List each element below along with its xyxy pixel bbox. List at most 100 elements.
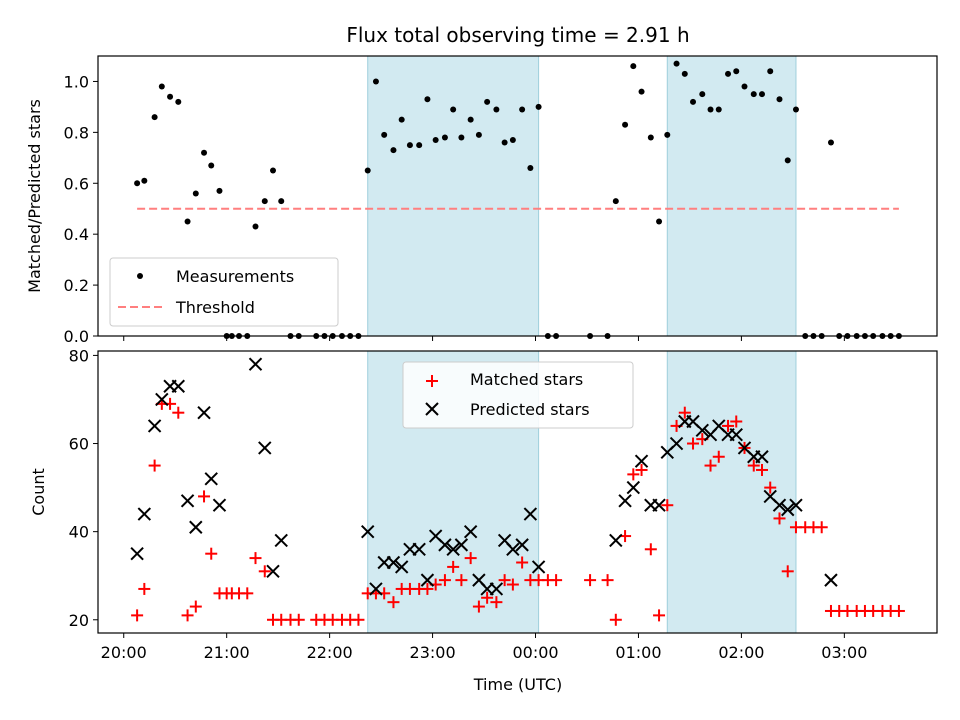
legend-matched-label: Matched stars [470,370,583,389]
predicted-point [523,507,538,521]
matched-point [131,609,144,622]
matched-point [609,613,622,626]
x-tick-label: 21:00 [204,643,250,662]
matched-point [747,459,760,472]
matched-point [455,574,468,587]
matched-point [653,609,666,622]
predicted-point-b [506,542,520,556]
predicted-point-b [515,538,529,552]
predicted-point [781,502,795,517]
matched-point [687,437,700,450]
predicted-point-b [171,379,186,393]
top-panel-frame [97,55,938,337]
measurement-point [484,98,491,105]
predicted-point [609,533,623,548]
matched-point [472,600,485,613]
measurement-point [699,91,706,98]
measurement-point [638,88,645,95]
y-tick-label: 1.0 [64,72,89,91]
predicted-point [386,555,401,570]
measurement-point [424,96,431,103]
predicted-point-b [772,498,787,512]
predicted-point-b [523,507,538,521]
x-tick-label: 00:00 [512,643,558,662]
measurement-point [656,218,663,225]
predicted-point-b [155,392,169,407]
matched-point [387,596,400,609]
predicted-point-b [781,502,795,517]
measurement-point [673,60,680,67]
measurement-point [690,98,697,105]
matched-point [352,613,365,626]
predicted-point [394,560,409,574]
predicted-point [755,450,769,464]
matched-point [773,512,786,525]
matched-point [241,587,254,600]
predicted-point-b [197,405,211,420]
predicted-point [171,379,186,393]
predicted-point [669,436,684,451]
predicted-point [369,582,383,596]
y-tick-label: 0.0 [64,327,89,346]
predicted-point [789,498,803,512]
matched-point [172,406,185,419]
predicted-point-b [497,533,512,548]
measurement-point [167,93,174,100]
measurement-point [758,91,765,98]
matched-point [755,463,768,476]
predicted-point [361,524,375,539]
matched-point [601,574,614,587]
legend-predicted-label: Predicted stars [470,400,590,419]
predicted-point-b [454,538,469,552]
predicted-point-b [609,533,623,548]
measurement-point [432,137,439,143]
measurement-point [398,116,405,123]
matched-point [712,450,725,463]
predicted-point [515,538,529,552]
matched-point [181,609,194,622]
measurement-point [784,157,791,164]
chart-title: Flux total observing time = 2.91 h [346,23,689,47]
measurement-point [519,106,526,113]
measurement-point [390,147,397,154]
matched-point [292,613,305,626]
matched-point [249,552,262,565]
matched-point [644,543,657,556]
bottom-legend: Matched stars Predicted stars [402,361,634,429]
legend-measurements-marker [137,273,143,279]
predicted-point-b [189,520,203,534]
measurement-point [134,180,141,187]
measurement-point [630,63,637,70]
y-tick-label: 0.8 [64,123,89,142]
x-tick-label: 03:00 [821,643,867,662]
predicted-point [189,520,203,534]
measurement-point [175,98,182,105]
predicted-point-b [824,573,838,587]
matched-point [781,565,794,578]
matched-point [198,490,211,503]
matched-point [764,481,777,494]
matched-point [490,596,503,609]
predicted-point-b [789,498,803,512]
predicted-point [137,507,152,521]
measurement-point [458,134,465,141]
measurement-point [750,91,757,98]
x-tick-label: 20:00 [101,643,147,662]
top-panel: 0.0 0.2 0.4 0.6 0.8 1.0 Matched/Predicted sta… [25,55,938,346]
measurement-point [792,106,799,113]
measurement-point [270,167,277,174]
measurement-point [441,134,448,141]
predicted-point [155,392,169,407]
measurement-point [501,139,508,146]
predicted-point-b [686,414,700,429]
predicted-point-b [274,533,288,548]
measurement-point [622,121,629,128]
predicted-point [180,494,195,508]
predicted-point-b [472,573,486,587]
predicted-point [618,494,632,508]
measurement-point [493,106,500,113]
matched-point [550,574,563,587]
bottom-y-axis-label: Count [29,468,48,516]
measurement-point [372,78,379,85]
matched-point [464,552,477,565]
